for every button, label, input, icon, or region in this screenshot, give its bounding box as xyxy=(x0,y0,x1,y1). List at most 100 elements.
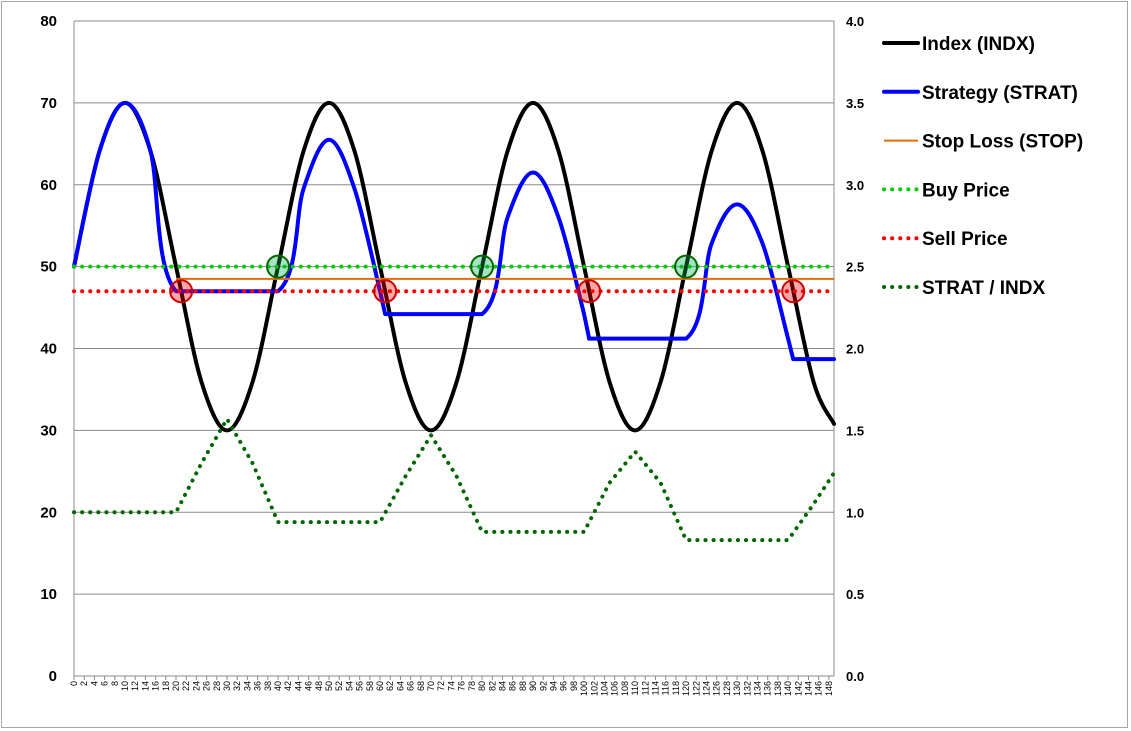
x-tick-label: 144 xyxy=(803,681,813,696)
x-tick-label: 36 xyxy=(253,681,263,691)
strat-indx-line xyxy=(72,416,836,543)
x-tick-label: 12 xyxy=(130,681,140,691)
x-tick-label: 122 xyxy=(691,681,701,696)
x-tick-label: 24 xyxy=(191,681,201,691)
legend-label: Strategy (STRAT) xyxy=(922,83,1078,104)
legend: Index (INDX) Strategy (STRAT) Stop Loss (S… xyxy=(882,34,1083,299)
y-right-tick-label: 3.0 xyxy=(846,178,864,193)
x-tick-label: 94 xyxy=(548,681,558,691)
x-tick-label: 92 xyxy=(538,681,548,691)
x-tick-label: 136 xyxy=(763,681,773,696)
x-tick-label: 68 xyxy=(416,681,426,691)
x-tick-label: 86 xyxy=(508,681,518,691)
x-tick-label: 110 xyxy=(630,681,640,695)
x-tick-label: 128 xyxy=(722,681,732,696)
y-left-tick-label: 40 xyxy=(40,341,57,358)
x-tick-label: 148 xyxy=(824,681,834,696)
y-right-tick-label: 1.5 xyxy=(846,423,864,438)
x-tick-label: 62 xyxy=(385,681,395,691)
y-left-tick-label: 20 xyxy=(40,504,57,521)
legend-label: Index (INDX) xyxy=(922,34,1035,55)
x-tick-label: 48 xyxy=(314,681,324,691)
x-tick-label: 74 xyxy=(446,681,456,691)
y-right-tick-label: 1.0 xyxy=(846,505,864,520)
x-tick-label: 10 xyxy=(120,681,130,691)
x-tick-label: 142 xyxy=(793,681,803,696)
x-tick-label: 140 xyxy=(783,681,793,696)
x-tick-label: 66 xyxy=(406,681,416,691)
index-line xyxy=(72,100,836,433)
x-tick-label: 38 xyxy=(263,681,273,691)
x-tick-label: 112 xyxy=(640,681,650,695)
x-tick-label: 18 xyxy=(161,681,171,691)
x-tick-label: 52 xyxy=(334,681,344,691)
x-tick-label: 34 xyxy=(242,681,252,691)
x-tick-label: 146 xyxy=(814,681,824,696)
series-lines xyxy=(72,100,836,543)
x-tick-label: 108 xyxy=(620,681,630,696)
x-tick-label: 26 xyxy=(202,681,212,691)
sell-signal-marker xyxy=(781,279,806,304)
x-tick-label: 90 xyxy=(528,681,538,691)
x-tick-label: 22 xyxy=(181,681,191,691)
sell-signal-marker xyxy=(577,279,602,304)
x-tick-label: 102 xyxy=(589,681,599,696)
x-tick-label: 76 xyxy=(457,681,467,691)
y-left-tick-label: 70 xyxy=(40,95,57,112)
x-tick-label: 60 xyxy=(375,681,385,691)
x-tick-label: 96 xyxy=(559,681,569,691)
y-left-tick-label: 50 xyxy=(40,259,57,276)
x-tick-label: 64 xyxy=(395,681,405,691)
x-tick-label: 72 xyxy=(436,681,446,691)
axes xyxy=(73,21,835,680)
y-left-tick-label: 60 xyxy=(40,177,57,194)
x-tick-label: 78 xyxy=(467,681,477,691)
x-tick-label: 116 xyxy=(661,681,671,695)
sell-signal-marker xyxy=(373,279,398,304)
x-tick-label: 40 xyxy=(273,681,283,691)
x-tick-label: 14 xyxy=(140,681,150,691)
sell-signal-marker xyxy=(169,279,194,304)
x-tick-label: 44 xyxy=(293,681,303,691)
x-tick-label: 56 xyxy=(355,681,365,691)
x-tick-label: 82 xyxy=(487,681,497,691)
x-tick-label: 104 xyxy=(599,681,609,696)
x-tick-label: 84 xyxy=(497,681,507,691)
x-tick-label: 138 xyxy=(773,681,783,696)
x-axis-labels: 0 2 4 6 8 10 12 14 16 18 20 22 24 26 28 30 32 34 36 38 40 42 4… xyxy=(69,681,834,696)
legend-label: Sell Price xyxy=(922,229,1008,250)
x-tick-label: 120 xyxy=(681,681,691,696)
x-tick-label: 124 xyxy=(701,681,711,696)
buy-signal-marker xyxy=(266,254,291,279)
x-tick-label: 100 xyxy=(579,681,589,696)
y-right-tick-label: 2.0 xyxy=(846,342,864,357)
y-axis-left-labels: 0 10 20 30 40 50 60 70 80 xyxy=(40,13,57,685)
y-axis-right-labels: 0.0 0.5 1.0 1.5 2.0 2.5 3.0 3.5 4.0 xyxy=(846,14,864,684)
y-left-tick-label: 30 xyxy=(40,422,57,439)
x-tick-label: 58 xyxy=(365,681,375,691)
x-tick-label: 42 xyxy=(283,681,293,691)
x-tick-label: 132 xyxy=(742,681,752,696)
x-tick-label: 88 xyxy=(518,681,528,691)
x-tick-label: 106 xyxy=(610,681,620,696)
x-tick-label: 28 xyxy=(212,681,222,691)
strategy-line xyxy=(72,100,836,362)
y-left-tick-label: 10 xyxy=(40,586,57,603)
gridlines xyxy=(74,20,834,595)
x-tick-label: 80 xyxy=(477,681,487,691)
y-right-tick-label: 4.0 xyxy=(846,14,864,29)
x-tick-label: 32 xyxy=(232,681,242,691)
legend-label: Buy Price xyxy=(922,180,1010,201)
x-tick-label: 0 xyxy=(69,681,79,686)
legend-label: Stop Loss (STOP) xyxy=(922,132,1083,153)
x-tick-label: 134 xyxy=(752,681,762,696)
x-tick-label: 130 xyxy=(732,681,742,696)
x-tick-label: 118 xyxy=(671,681,681,695)
x-tick-label: 50 xyxy=(324,681,334,691)
signal-markers xyxy=(169,254,806,304)
x-tick-label: 46 xyxy=(304,681,314,691)
x-tick-label: 4 xyxy=(89,681,99,686)
x-tick-label: 114 xyxy=(650,681,660,695)
